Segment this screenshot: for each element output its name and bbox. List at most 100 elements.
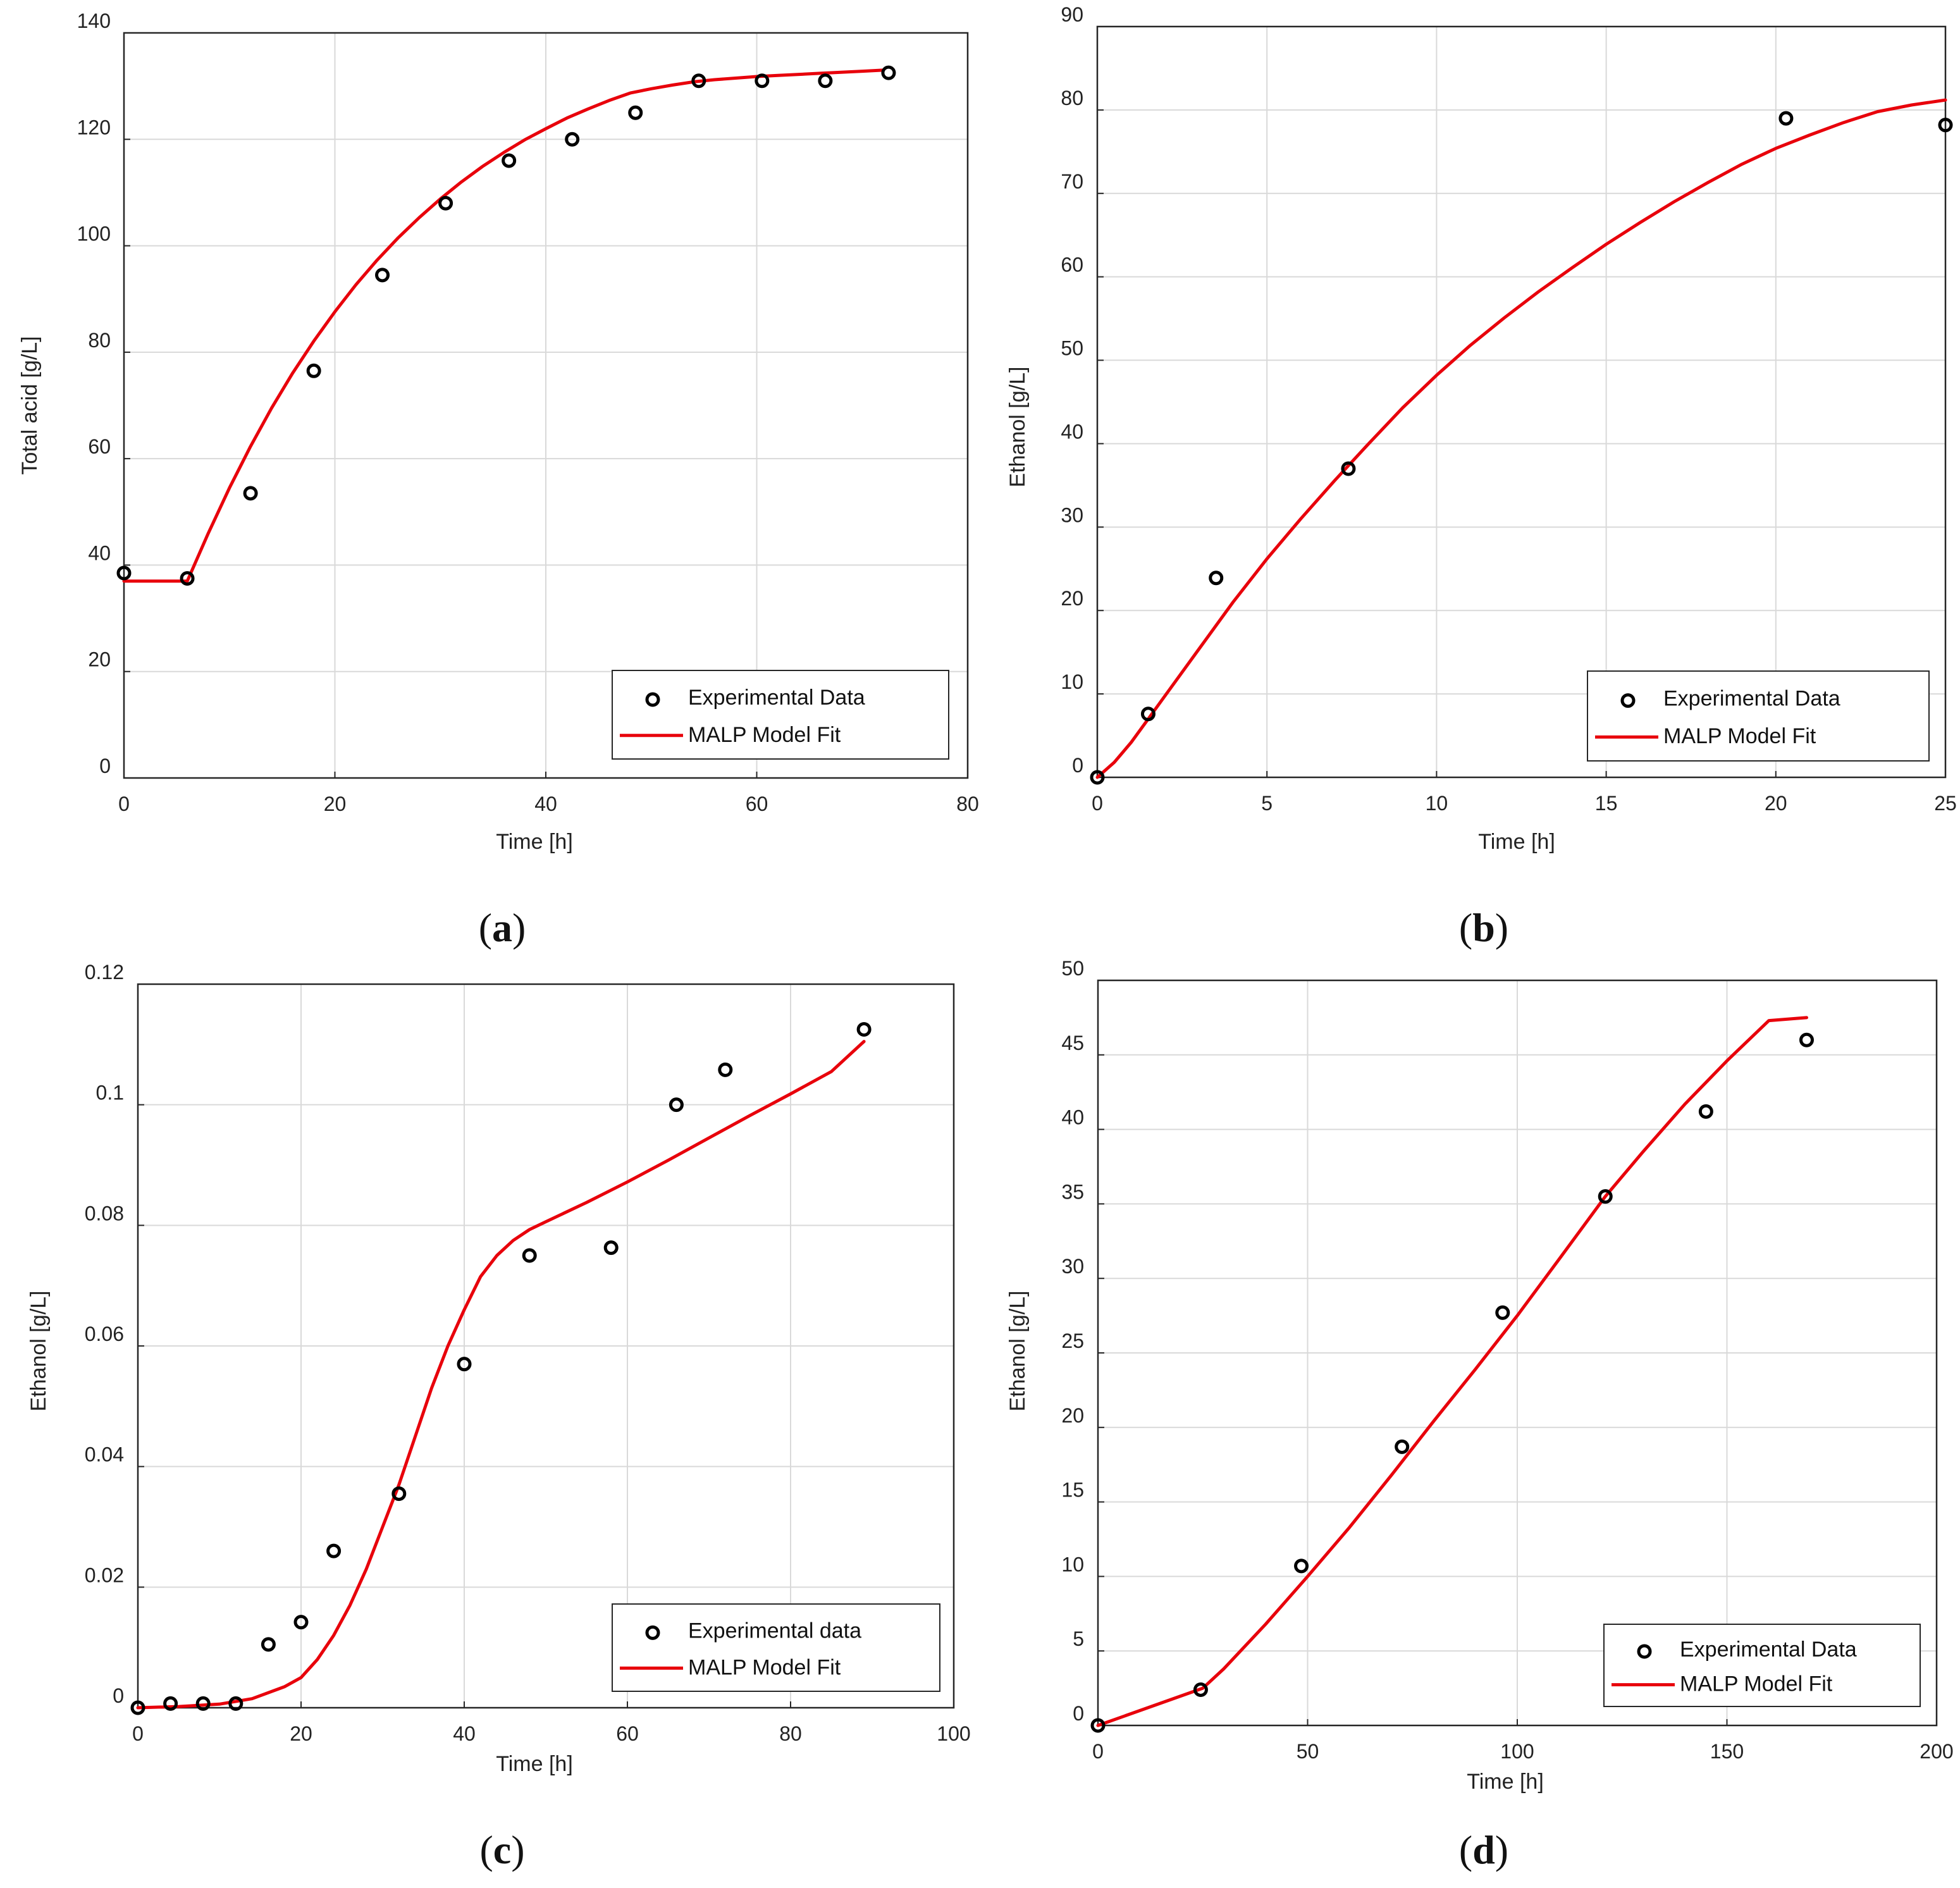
y-axis-label: Ethanol [g/L] bbox=[1006, 1291, 1030, 1412]
data-point bbox=[116, 565, 132, 581]
data-point bbox=[522, 1248, 537, 1263]
panel-label: (a) bbox=[479, 905, 526, 950]
panel-c: 0 20 40 60 80 100 0 0.02 0.04 0.06 0.08 0.1 0.12 Time… bbox=[27, 961, 971, 1872]
axes-frame bbox=[1096, 25, 1947, 779]
data-point bbox=[195, 1696, 211, 1711]
legend: Experimental Data MALP Model Fit bbox=[1603, 1624, 1921, 1707]
data-point bbox=[163, 1696, 178, 1711]
y-tick-label: 35 bbox=[1061, 1180, 1084, 1203]
data-point bbox=[1294, 1558, 1309, 1574]
x-tick-label: 20 bbox=[290, 1722, 312, 1745]
data-point bbox=[1090, 770, 1105, 785]
data-point bbox=[1495, 1305, 1510, 1320]
data-point bbox=[565, 132, 580, 147]
y-tick-label: 20 bbox=[1061, 1404, 1084, 1427]
y-tick-label: 0.06 bbox=[85, 1323, 124, 1345]
data-point bbox=[1140, 706, 1156, 722]
x-tick-label: 50 bbox=[1297, 1740, 1319, 1763]
data-point bbox=[457, 1357, 472, 1372]
legend: Experimental Data MALP Model Fit bbox=[1587, 670, 1930, 762]
data-point bbox=[856, 1022, 872, 1037]
legend-marker-icon bbox=[645, 692, 660, 707]
data-point bbox=[755, 73, 770, 89]
panel-label: (d) bbox=[1459, 1827, 1508, 1872]
x-tick-label: 40 bbox=[453, 1722, 476, 1745]
data-point bbox=[628, 105, 643, 120]
y-tick-label: 45 bbox=[1061, 1032, 1084, 1054]
x-axis-label: Time [h] bbox=[1467, 1770, 1544, 1794]
model-fit-line bbox=[1096, 1016, 1808, 1727]
data-point bbox=[438, 195, 453, 211]
y-tick-label: 60 bbox=[1061, 254, 1083, 276]
y-tick-label: 40 bbox=[1061, 420, 1083, 443]
data-point bbox=[818, 73, 833, 89]
data-point bbox=[1799, 1032, 1814, 1047]
x-tick-label: 60 bbox=[746, 793, 768, 815]
data-point bbox=[306, 363, 321, 378]
y-tick-label: 0 bbox=[99, 755, 111, 777]
x-tick-label: 40 bbox=[534, 793, 557, 815]
data-point bbox=[1698, 1104, 1713, 1119]
x-tick-label: 20 bbox=[324, 793, 347, 815]
x-tick-label: 20 bbox=[1765, 792, 1787, 815]
y-tick-label: 70 bbox=[1061, 170, 1083, 193]
model-fit-line bbox=[1095, 98, 1947, 779]
y-tick-label: 30 bbox=[1061, 1255, 1084, 1278]
data-point bbox=[1090, 1718, 1106, 1733]
x-tick-label: 80 bbox=[956, 793, 979, 815]
data-point bbox=[881, 65, 896, 80]
y-tick-label: 80 bbox=[1061, 87, 1083, 109]
y-axis-label: Ethanol [g/L] bbox=[1006, 367, 1030, 488]
data-point bbox=[1778, 111, 1794, 126]
data-point bbox=[1341, 461, 1356, 476]
panel-letter: b bbox=[1472, 905, 1495, 950]
x-axis-label: Time [h] bbox=[496, 1752, 573, 1776]
y-tick-label: 30 bbox=[1061, 503, 1083, 526]
data-point bbox=[228, 1696, 243, 1711]
data-point bbox=[1193, 1682, 1208, 1697]
y-tick-label: 90 bbox=[1061, 3, 1083, 26]
data-point bbox=[391, 1486, 407, 1502]
x-tick-label: 0 bbox=[132, 1722, 144, 1745]
legend-entry-label: MALP Model Fit bbox=[1680, 1672, 1833, 1696]
y-tick-label: 20 bbox=[1061, 587, 1083, 610]
y-tick-label: 40 bbox=[1061, 1106, 1084, 1129]
y-tick-label: 0.04 bbox=[85, 1443, 124, 1466]
legend-entry-label: MALP Model Fit bbox=[1663, 724, 1816, 748]
panel-letter: d bbox=[1472, 1827, 1495, 1872]
y-tick-label: 15 bbox=[1061, 1479, 1084, 1502]
legend-box bbox=[1603, 1624, 1921, 1707]
x-tick-label: 10 bbox=[1426, 792, 1448, 815]
data-point bbox=[375, 268, 390, 283]
y-tick-label: 10 bbox=[1061, 1553, 1084, 1576]
x-tick-label: 0 bbox=[118, 793, 130, 815]
data-point bbox=[691, 73, 706, 89]
data-point bbox=[669, 1097, 684, 1113]
plot-area bbox=[1097, 27, 1945, 777]
x-tick-label: 15 bbox=[1595, 792, 1618, 815]
panel-label: (c) bbox=[479, 1827, 524, 1872]
data-point bbox=[130, 1700, 145, 1715]
x-tick-label: 0 bbox=[1092, 1740, 1104, 1763]
data-point bbox=[326, 1543, 342, 1558]
model-fit-line bbox=[136, 1040, 866, 1710]
x-tick-label: 80 bbox=[779, 1722, 802, 1745]
data-point bbox=[1209, 571, 1224, 586]
y-tick-label: 0.02 bbox=[85, 1564, 124, 1586]
y-tick-label: 120 bbox=[77, 116, 111, 139]
x-tick-label: 5 bbox=[1261, 792, 1273, 815]
data-point bbox=[293, 1615, 309, 1630]
legend-box bbox=[612, 670, 949, 760]
data-point bbox=[1938, 118, 1953, 133]
y-tick-label: 0.12 bbox=[85, 961, 124, 984]
legend-marker-icon bbox=[645, 1625, 660, 1640]
panel-label: (b) bbox=[1459, 905, 1508, 950]
x-tick-label: 100 bbox=[1500, 1740, 1534, 1763]
y-tick-label: 50 bbox=[1061, 957, 1084, 980]
y-tick-label: 40 bbox=[88, 541, 111, 564]
x-tick-label: 0 bbox=[1092, 792, 1103, 815]
y-tick-label: 0 bbox=[113, 1684, 124, 1707]
legend-marker-icon bbox=[1620, 693, 1636, 708]
y-tick-label: 5 bbox=[1073, 1627, 1084, 1650]
x-tick-label: 200 bbox=[1920, 1740, 1953, 1763]
